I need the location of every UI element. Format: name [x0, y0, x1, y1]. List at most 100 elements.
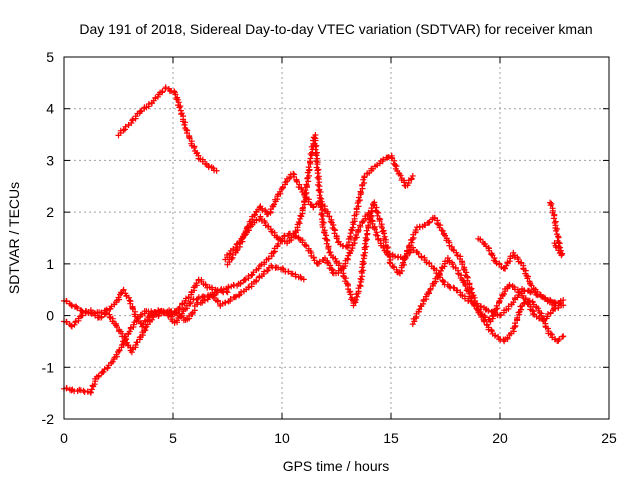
data-point	[355, 194, 362, 201]
data-point	[349, 224, 356, 231]
data-point	[101, 366, 108, 373]
data-point	[181, 121, 188, 128]
data-point	[303, 181, 310, 188]
data-point	[306, 172, 312, 179]
data-point	[261, 268, 268, 275]
data-point	[129, 117, 136, 124]
data-point	[311, 134, 318, 141]
data-point	[175, 99, 182, 106]
data-point	[352, 296, 359, 303]
data-point	[176, 104, 183, 111]
data-point	[227, 296, 234, 302]
data-point	[305, 164, 312, 171]
data-point	[312, 137, 319, 144]
data-point	[344, 255, 351, 262]
data-point	[228, 256, 235, 262]
data-point	[316, 258, 323, 265]
data-point	[302, 187, 309, 194]
data-point	[109, 358, 116, 365]
data-point	[375, 209, 382, 216]
data-point	[251, 212, 258, 219]
data-point	[264, 267, 271, 274]
data-point	[404, 250, 410, 257]
data-point	[100, 368, 107, 375]
y-tick-labels: -2 -1 0 1 2 3 4 5	[42, 49, 55, 427]
data-point	[201, 297, 208, 304]
data-point	[172, 91, 179, 98]
data-point	[330, 222, 337, 228]
data-point	[510, 328, 517, 335]
data-point	[556, 250, 563, 257]
data-point	[551, 299, 558, 306]
x-axis-label: GPS time / hours	[283, 458, 390, 474]
data-point	[335, 267, 342, 274]
data-point	[459, 261, 466, 268]
data-point	[351, 298, 358, 304]
data-point	[224, 289, 231, 296]
data-point	[380, 156, 387, 163]
data-point	[80, 387, 87, 394]
data-point	[547, 330, 554, 337]
y-tick-label: 0	[46, 308, 54, 324]
data-point	[434, 220, 441, 227]
data-point	[298, 213, 305, 220]
y-axis-label: SDTVAR / TECUs	[6, 182, 22, 294]
data-point	[303, 189, 310, 196]
data-point	[350, 302, 357, 309]
data-point	[365, 222, 372, 229]
data-point	[233, 293, 240, 300]
data-point	[142, 324, 149, 331]
data-point	[460, 266, 467, 272]
data-point	[416, 224, 423, 231]
data-point	[328, 266, 335, 273]
data-point	[409, 172, 416, 179]
data-point	[514, 314, 521, 321]
series-arc-j	[547, 199, 566, 259]
data-point	[290, 170, 297, 177]
data-point	[356, 282, 363, 289]
data-point	[485, 307, 492, 314]
data-point	[302, 196, 309, 203]
data-point	[245, 273, 252, 279]
data-point	[385, 154, 392, 160]
data-point	[361, 180, 368, 186]
plot-frame	[63, 56, 610, 420]
data-point	[501, 291, 508, 297]
y-tick-label: 2	[46, 204, 54, 220]
data-point	[482, 314, 489, 321]
data-point	[376, 218, 383, 224]
data-point	[516, 289, 523, 296]
y-tick-label: 1	[46, 256, 54, 272]
series-arc-h	[409, 255, 565, 328]
x-tick-label: 15	[383, 430, 399, 446]
data-point	[319, 224, 326, 231]
data-point	[392, 162, 399, 168]
data-point	[364, 230, 371, 237]
data-point	[551, 240, 558, 247]
data-point	[488, 328, 495, 335]
data-point	[74, 305, 81, 312]
x-tick-label: 25	[601, 430, 617, 446]
data-point	[222, 299, 229, 306]
data-point	[255, 265, 262, 272]
data-point	[248, 272, 255, 279]
data-point	[63, 385, 70, 392]
x-tick-label: 10	[274, 430, 290, 446]
data-point	[314, 174, 321, 181]
data-point	[363, 243, 370, 250]
data-point	[128, 349, 135, 356]
data-point	[315, 166, 322, 173]
data-point	[145, 101, 152, 107]
data-point	[162, 84, 169, 91]
data-point	[354, 293, 361, 300]
data-point	[478, 303, 484, 310]
data-point	[405, 243, 412, 250]
data-point	[362, 240, 369, 247]
data-point	[547, 202, 554, 209]
y-tick-label: 4	[46, 101, 54, 117]
data-point	[362, 234, 369, 241]
data-point	[191, 144, 198, 151]
data-point	[253, 277, 260, 284]
data-point	[552, 305, 559, 312]
